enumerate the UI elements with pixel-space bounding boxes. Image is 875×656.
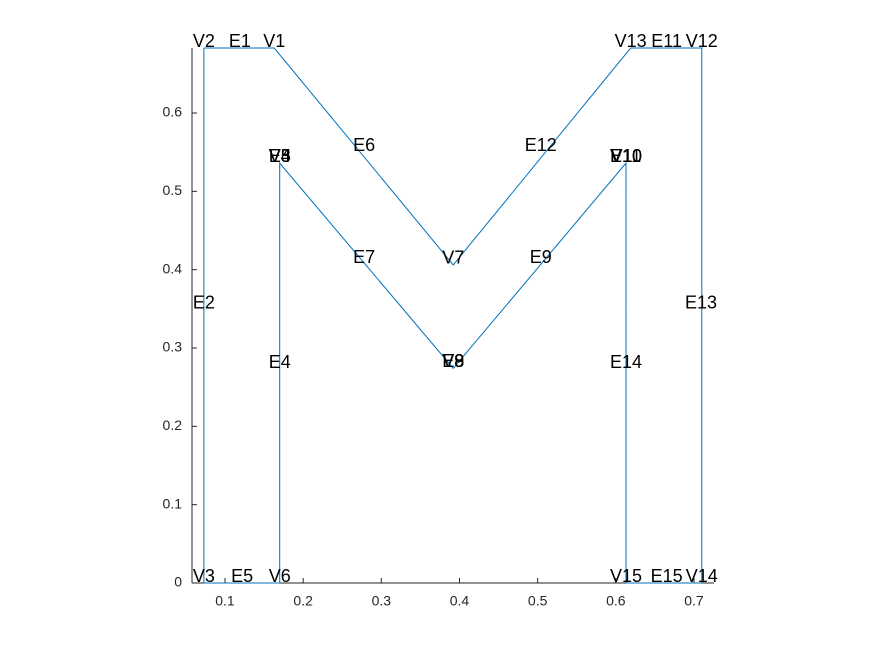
geometry-label: V14 [686,566,718,586]
y-tick-label: 0.6 [163,104,183,120]
geometry-label: E9 [530,247,552,267]
geometry-label: E2 [193,292,215,312]
geometry-label: V8 [442,351,464,371]
y-tick-label: 0.1 [163,495,183,511]
x-tick-label: 0.2 [293,593,313,609]
geometry-label: E15 [651,566,683,586]
x-tick-label: 0.6 [606,593,626,609]
geometry-label: E3 [269,146,291,166]
geometry-label: V10 [610,146,642,166]
geometry-label: V4 [269,146,291,166]
geometry-label: E5 [231,566,253,586]
geometry-label: V11 [611,146,642,166]
edge-line [203,47,703,584]
geometry-label: E12 [525,135,557,155]
geometry-label: V3 [193,566,215,586]
geometry-label: E13 [685,292,717,312]
geometry-label: V9 [442,351,464,371]
y-tick-label: 0.4 [163,260,183,276]
y-tick-label: 0.5 [163,182,183,198]
x-tick-label: 0.7 [684,593,704,609]
geometry-label: V7 [442,248,464,268]
geometry-label: E11 [651,31,682,51]
x-tick-label: 0.5 [528,593,548,609]
geometry-label: V13 [615,31,647,51]
geometry-label: V1 [263,31,285,51]
x-tick-label: 0.4 [450,593,470,609]
x-tick-label: 0.1 [215,593,235,609]
y-tick-label: 0 [174,574,182,590]
geometry-label: E10 [610,146,642,166]
y-tick-label: 0.3 [163,339,183,355]
geometry-label: V6 [269,566,291,586]
geometry-label: E8 [442,351,464,371]
geometry-label: V5 [269,146,291,166]
geometry-label: E7 [353,247,375,267]
geometry-label: E6 [353,135,375,155]
y-tick-label: 0.2 [163,417,183,433]
geometry-label: V12 [686,31,718,51]
geometry-label: E4 [269,352,291,372]
x-tick-label: 0.3 [372,593,392,609]
geometry-label: V2 [193,31,215,51]
geometry-label: E14 [610,352,642,372]
geometry-label: E1 [229,31,251,51]
geometry-label: V15 [610,566,642,586]
